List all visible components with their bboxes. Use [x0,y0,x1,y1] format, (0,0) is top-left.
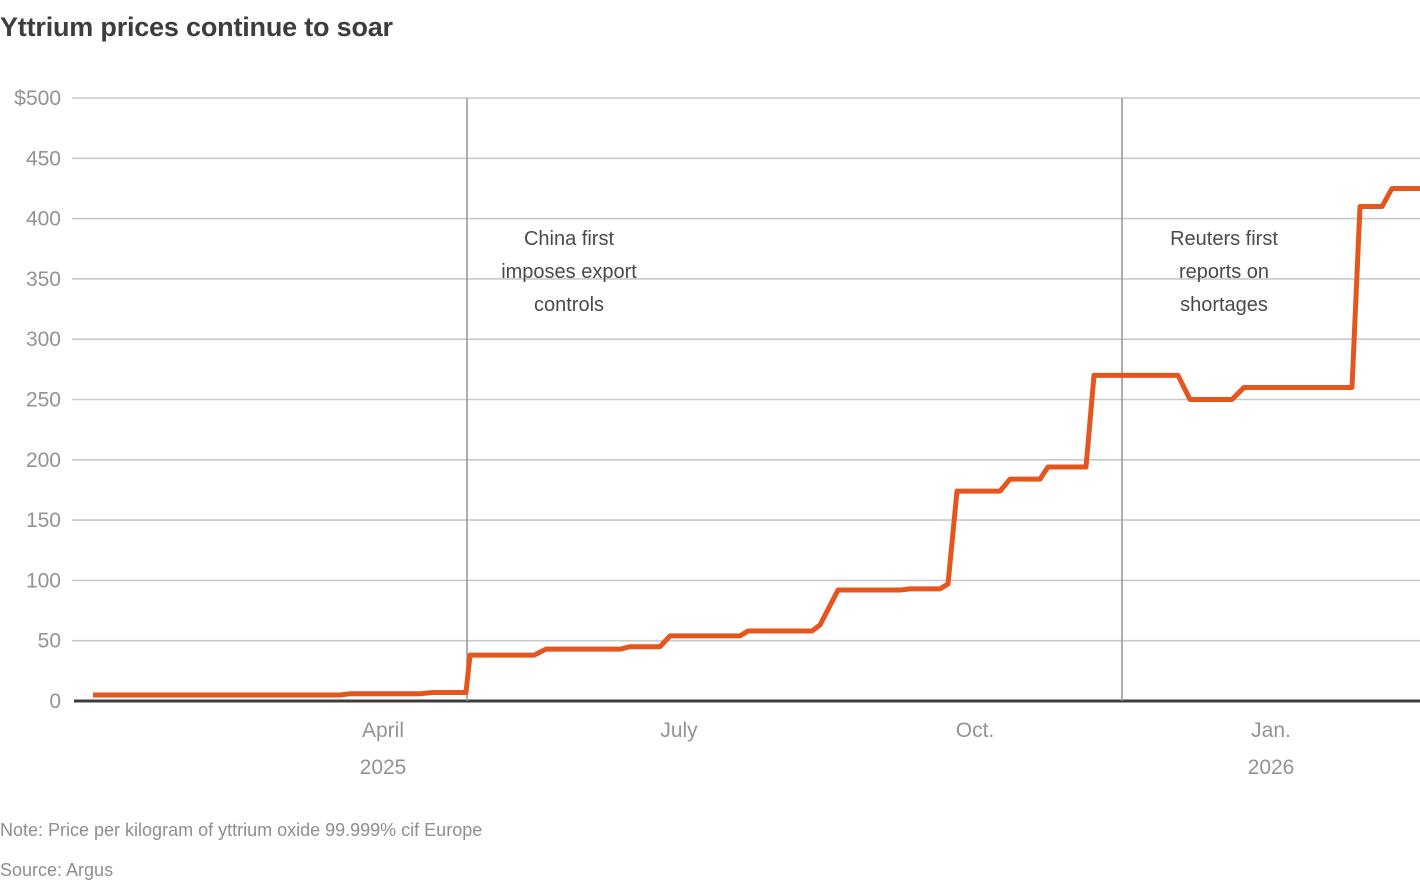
y-axis-tick-label: 50 [38,630,61,653]
annotation-labels: China first imposes export controls Reuters… [501,228,1278,316]
annotation-label-china-export-controls: China first [524,228,614,250]
y-axis-tick-label: 450 [26,147,61,170]
y-axis-tick-label: 150 [26,509,61,532]
annotation-vertical-lines [466,98,1123,701]
annotation-label-reuters-shortages: Reuters first [1170,228,1278,250]
y-axis-tick-label: 350 [26,268,61,291]
y-axis-tick-label: 100 [26,569,61,592]
annotation-label-china-export-controls: imposes export [501,261,637,283]
y-axis-tick-label: 400 [26,208,61,231]
x-axis-tick-labels: April 2025 July Oct. Jan. 2026 [360,719,1295,779]
annotation-label-reuters-shortages: shortages [1180,294,1268,316]
y-axis-tick-labels: 0 50 100 150 200 250 300 350 400 450 $500 [14,87,61,713]
x-axis-tick-label: April [362,719,404,742]
x-axis-tick-sublabel: 2025 [360,756,407,779]
y-axis-tick-label: 0 [49,690,61,713]
annotation-label-reuters-shortages: reports on [1179,261,1269,283]
y-axis-tick-label: $500 [14,87,61,110]
y-axis-tick-label: 300 [26,328,61,351]
x-axis-tick-label: July [660,719,698,742]
chart-source: Source: Argus [0,860,114,880]
gridlines [72,97,1420,642]
page-title: Yttrium prices continue to soar [0,12,393,42]
chart-note: Note: Price per kilogram of yttrium oxid… [0,820,483,840]
x-axis-tick-label: Oct. [956,719,995,742]
annotation-label-china-export-controls: controls [534,294,604,316]
y-axis-tick-label: 250 [26,389,61,412]
price-line [93,185,1420,698]
y-axis-tick-label: 200 [26,449,61,472]
x-axis-tick-sublabel: 2026 [1248,756,1295,779]
chart-plot-area: 0 50 100 150 200 250 300 350 400 450 $500 China fi… [14,87,1420,779]
data-series-line [93,185,1420,698]
x-axis-tick-label: Jan. [1251,719,1291,742]
